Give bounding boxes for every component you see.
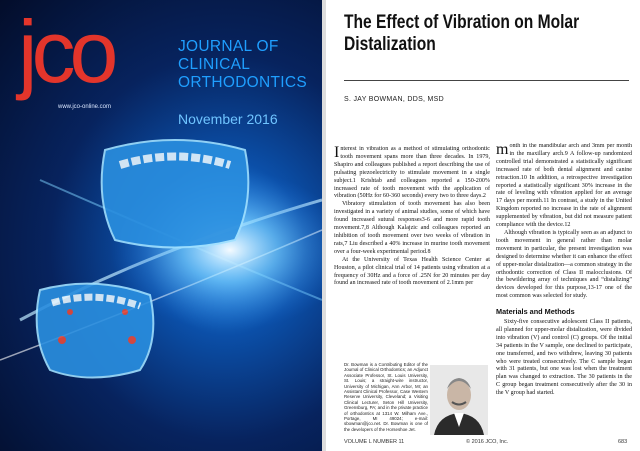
article-title: The Effect of Vibration on Molar Distali… <box>344 12 580 55</box>
author-photo <box>430 365 488 435</box>
paragraph: month in the mandibular arch and 3mm per… <box>496 143 632 229</box>
text-column: Interest in vibration as a method of sti… <box>334 146 490 356</box>
paragraph: At the University of Texas Health Scienc… <box>334 256 490 287</box>
page-number: 683 <box>618 439 628 445</box>
journal-cover: jco www.jco-online.com JOURNAL OF CLINIC… <box>0 0 322 451</box>
journal-title-line: JOURNAL OF <box>178 38 279 55</box>
issue-date: November 2016 <box>178 111 278 127</box>
journal-url: www.jco-online.com <box>58 104 112 110</box>
journal-title-line: ORTHODONTICS <box>178 74 308 91</box>
paragraph: Interest in vibration as a method of sti… <box>334 146 490 200</box>
journal-title: JOURNAL OF CLINICAL ORTHODONTICS <box>178 38 307 92</box>
article-page: The Effect of Vibration on Molar Distali… <box>326 0 640 451</box>
paragraph: Vibratory stimulation of tooth movement … <box>334 201 490 255</box>
text-column: month in the mandibular arch and 3mm per… <box>496 143 632 433</box>
author-bio: Dr. Bowman is a Contributing Editor of t… <box>344 362 428 432</box>
cover-artwork <box>19 139 322 379</box>
paragraph: Sixty-five consecutive adolescent Class … <box>496 319 632 397</box>
footer-volume: VOLUME L NUMBER 11 <box>344 439 405 445</box>
section-heading: Materials and Methods <box>496 307 575 317</box>
title-rule <box>344 80 629 81</box>
paragraph: Although vibration is typically seen as … <box>496 229 632 300</box>
article-author: S. JAY BOWMAN, DDS, MSD <box>344 96 444 103</box>
footer-copyright: © 2016 JCO, Inc. <box>466 439 509 445</box>
journal-logo: jco <box>18 2 118 101</box>
page-gutter <box>322 0 326 451</box>
journal-title-line: CLINICAL <box>178 56 251 73</box>
